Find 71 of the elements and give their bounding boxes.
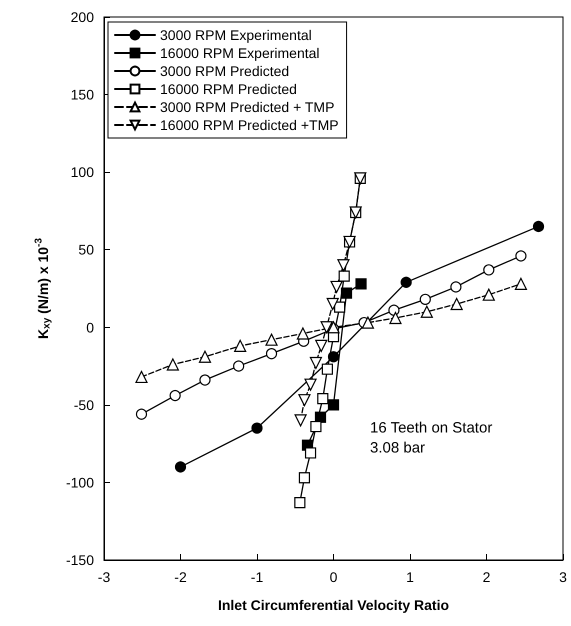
point xyxy=(136,408,148,420)
point xyxy=(322,364,333,375)
point xyxy=(400,276,412,288)
point xyxy=(310,356,322,370)
point xyxy=(450,281,462,293)
legend-label: 3000 RPM Predicted + TMP xyxy=(160,99,334,115)
point xyxy=(166,358,179,371)
x-tick-label: 0 xyxy=(330,569,338,585)
legend-label: 16000 RPM Experimental xyxy=(160,45,320,61)
x-tick-label: -2 xyxy=(174,569,187,585)
point xyxy=(266,348,278,360)
y-tick-label: 200 xyxy=(70,9,94,25)
point xyxy=(388,304,400,316)
point xyxy=(294,496,306,508)
point xyxy=(532,220,544,232)
y-tick-label: -50 xyxy=(74,396,94,413)
point xyxy=(198,350,212,363)
point xyxy=(389,312,402,324)
point xyxy=(320,321,333,334)
y-tick-label: 150 xyxy=(70,86,94,103)
y-tick-label: 0 xyxy=(86,319,94,336)
y-tick-label: 50 xyxy=(78,242,94,258)
legend-label: 16000 RPM Predicted xyxy=(160,81,297,97)
point xyxy=(515,250,527,262)
point xyxy=(337,259,350,272)
x-tick-label: 2 xyxy=(482,569,491,585)
point xyxy=(330,280,343,294)
y-tick-label: 100 xyxy=(70,164,94,180)
y-axis-title: Kxy (N/m) x 10-3 xyxy=(34,238,52,339)
point xyxy=(483,264,494,276)
point xyxy=(514,278,528,290)
point xyxy=(315,340,328,352)
x-axis-title: Inlet Circumferential Velocity Ratio xyxy=(218,597,450,613)
point xyxy=(482,288,495,301)
point xyxy=(314,412,326,423)
annotation: 16 Teeth on Stator 3.08 bar xyxy=(370,420,492,456)
point xyxy=(174,461,186,473)
point xyxy=(304,447,316,459)
legend-label: 16000 RPM Predicted +TMP xyxy=(160,117,339,133)
point xyxy=(328,399,340,410)
x-tick-label: 3 xyxy=(559,569,568,585)
point xyxy=(135,370,148,384)
point xyxy=(234,340,246,352)
point xyxy=(251,422,263,434)
point xyxy=(304,378,317,391)
point xyxy=(340,288,352,299)
x-tick-label: -1 xyxy=(250,569,264,585)
x-tick-label: -3 xyxy=(98,569,110,585)
legend-label: 3000 RPM Predicted xyxy=(160,63,290,79)
point xyxy=(294,414,307,426)
point xyxy=(355,278,367,290)
point xyxy=(338,270,350,282)
point xyxy=(420,294,431,305)
point xyxy=(450,298,463,310)
point xyxy=(298,472,310,484)
point xyxy=(199,374,211,386)
point xyxy=(328,351,340,362)
point xyxy=(265,334,278,346)
point xyxy=(298,394,311,406)
point xyxy=(296,327,309,340)
point xyxy=(317,393,328,404)
x-tick-label: 1 xyxy=(406,569,414,585)
point xyxy=(170,390,181,402)
point xyxy=(326,298,339,310)
legend-label: 3000 RPM Experimental xyxy=(160,27,312,43)
point xyxy=(420,306,433,318)
point xyxy=(362,316,374,329)
y-tick-label: -100 xyxy=(66,474,94,490)
point xyxy=(233,360,244,372)
point xyxy=(310,420,322,432)
y-tick-label: -150 xyxy=(66,552,94,568)
